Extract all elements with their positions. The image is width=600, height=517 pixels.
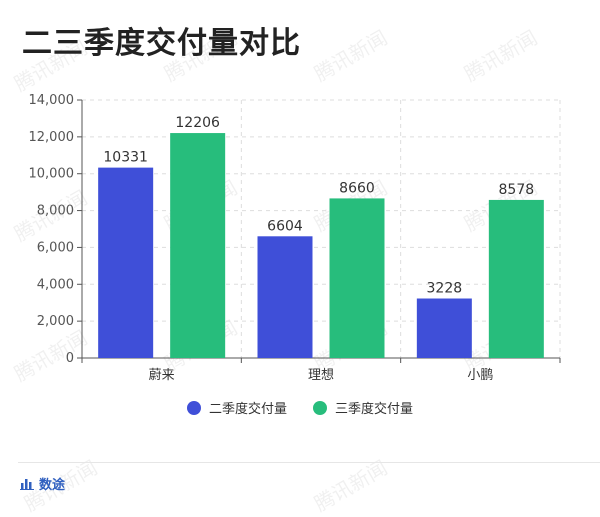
page-title: 二三季度交付量对比: [22, 26, 301, 61]
source-label: 数途: [39, 478, 66, 493]
bar-q3: [329, 198, 385, 358]
y-tick-label: 0: [66, 351, 74, 366]
y-tick-label: 10,000: [29, 167, 75, 182]
bar-data-label: 8578: [499, 182, 535, 198]
legend-marker-q2: [186, 400, 201, 415]
x-tick-label: 蔚来: [149, 368, 175, 383]
bar-q3: [488, 199, 544, 358]
bar-data-label: 6604: [267, 218, 303, 234]
y-tick-label: 2,000: [37, 314, 74, 329]
bar-data-label: 8660: [339, 180, 375, 196]
legend-item-q2[interactable]: 二季度交付量: [186, 398, 287, 417]
legend: 二季度交付量 三季度交付量: [0, 398, 600, 417]
legend-label-q3: 三季度交付量: [335, 402, 414, 417]
bar-data-label: 12206: [175, 115, 220, 131]
legend-item-q3[interactable]: 三季度交付量: [313, 398, 413, 417]
bar-q2: [257, 236, 313, 358]
bar-q3: [170, 133, 226, 358]
x-tick-label: 理想: [308, 367, 334, 383]
legend-label-q2: 二季度交付量: [208, 402, 287, 417]
bar-data-label: 10331: [103, 150, 148, 166]
bar-chart: 0 2,000 4,000 6,000 8,000 10,000 12,000 14,000 1…: [29, 93, 561, 383]
y-tick-label: 6,000: [37, 240, 74, 255]
source-credit: 数途: [20, 474, 65, 493]
bar-q2: [416, 298, 472, 358]
x-tick-label: 小鹏: [467, 368, 493, 383]
bar-q2: [98, 167, 154, 358]
y-tick-label: 12,000: [29, 130, 75, 145]
y-tick-label: 8,000: [37, 204, 74, 219]
y-tick-label: 14,000: [29, 93, 75, 108]
y-tick-label: 4,000: [37, 277, 74, 292]
footer-divider: [18, 462, 600, 463]
legend-marker-q3: [313, 400, 327, 415]
bar-data-label: 3228: [427, 281, 463, 297]
bar-chart-icon: [20, 478, 34, 490]
